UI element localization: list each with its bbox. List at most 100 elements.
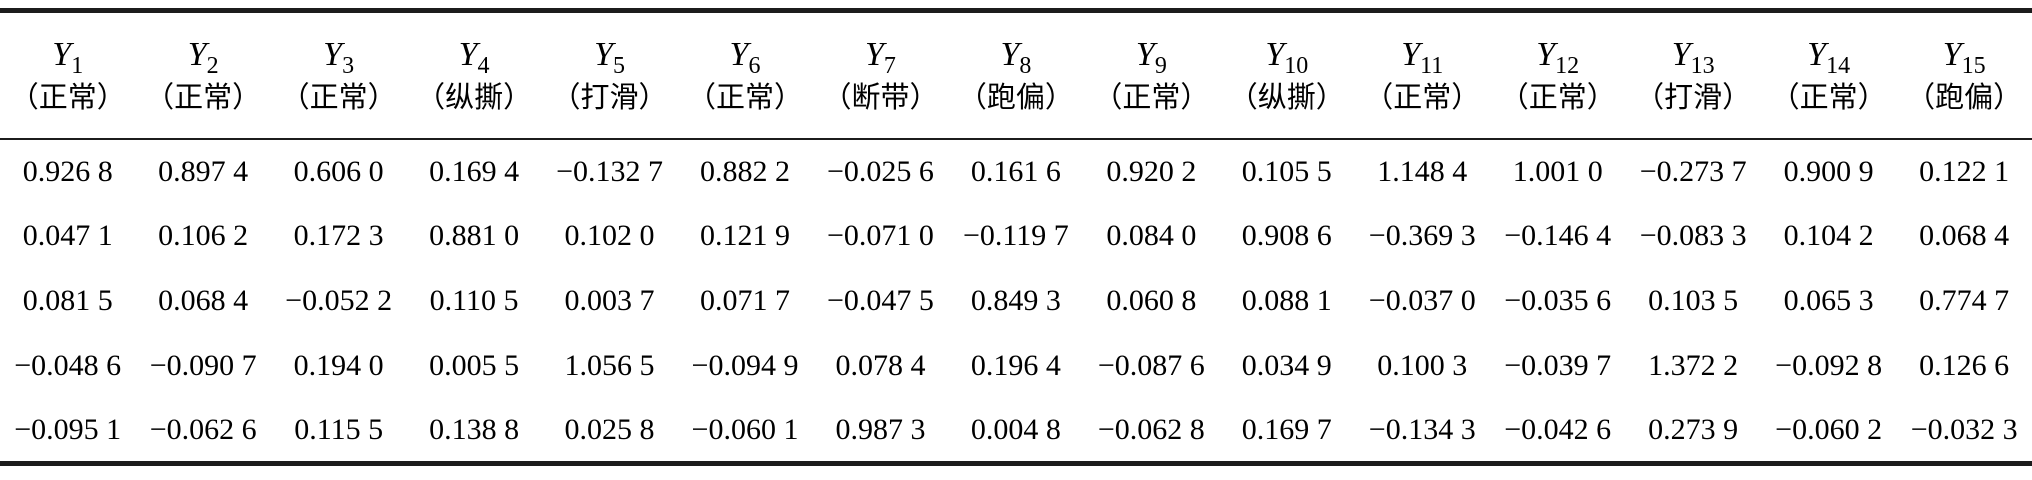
table-cell: −0.090 7 [149, 349, 257, 382]
table-cell: 0.169 7 [1241, 412, 1332, 446]
table-cell: −0.035 6 [1504, 284, 1612, 317]
variable-symbol: Y15 [1942, 35, 1986, 79]
table-cell: 0.078 4 [835, 349, 926, 382]
column-header-y12: Y12 （正常） [1490, 11, 1625, 139]
table-cell: −0.132 7 [556, 154, 663, 188]
column-header-y10: Y10 （纵撕） [1219, 11, 1354, 139]
table-cell: −0.025 6 [826, 154, 934, 188]
table-cell: −0.047 5 [826, 284, 934, 317]
results-table: Y1 （正常） Y2 （正常） Y3 （正常） Y4 （纵撕） Y5 （打滑） Y6 （正常） Y7 （断… [0, 8, 2032, 466]
table-row: 0.926 8 0.897 4 0.606 0 0.169 4 −0.132 7 0.88… [0, 139, 2032, 204]
variable-symbol: Y5 [594, 35, 625, 79]
table-cell: −0.146 4 [1504, 219, 1612, 252]
table-cell: 0.897 4 [158, 154, 249, 188]
table-cell: −0.092 8 [1775, 349, 1883, 382]
condition-label: （正常） [1770, 82, 1887, 114]
table-wrapper: Y1 （正常） Y2 （正常） Y3 （正常） Y4 （纵撕） Y5 （打滑） Y6 （正常） Y7 （断… [0, 8, 2032, 466]
condition-label: （跑偏） [957, 82, 1074, 114]
table-cell: 0.194 0 [293, 349, 384, 382]
table-cell: 0.065 3 [1783, 284, 1874, 317]
table-cell: −0.273 7 [1639, 154, 1747, 188]
table-cell: 0.882 2 [699, 154, 790, 188]
table-cell: −0.094 9 [691, 349, 799, 382]
table-cell: 0.115 5 [294, 412, 384, 446]
table-body: 0.926 8 0.897 4 0.606 0 0.169 4 −0.132 7 0.88… [0, 139, 2032, 464]
table-cell: 0.068 4 [1919, 219, 2010, 252]
table-cell: 1.372 2 [1648, 349, 1739, 382]
column-header-y8: Y8 （跑偏） [948, 11, 1083, 139]
table-cell: −0.119 7 [962, 219, 1069, 252]
condition-label: （正常） [1499, 82, 1616, 114]
table-cell: 0.908 6 [1241, 219, 1332, 252]
table-cell: 0.110 5 [429, 284, 519, 317]
table-cell: −0.134 3 [1368, 412, 1476, 446]
table-cell: −0.369 3 [1368, 219, 1476, 252]
table-cell: 0.106 2 [158, 219, 249, 252]
condition-label: （正常） [1364, 82, 1481, 114]
table-row: −0.095 1 −0.062 6 0.115 5 0.138 8 0.025 8 −0.… [0, 399, 2032, 464]
table-cell: 1.001 0 [1512, 154, 1603, 188]
column-header-y6: Y6 （正常） [677, 11, 812, 139]
table-cell: 0.606 0 [293, 154, 384, 188]
variable-symbol: Y4 [458, 35, 490, 79]
condition-label: （正常） [145, 82, 262, 114]
table-cell: −0.048 6 [14, 349, 122, 382]
table-cell: 0.047 1 [22, 219, 113, 252]
variable-symbol: Y12 [1536, 35, 1580, 79]
table-cell: 0.071 7 [699, 284, 790, 317]
table-cell: 0.034 9 [1241, 349, 1332, 382]
table-cell: 0.003 7 [564, 284, 655, 317]
table-cell: 0.105 5 [1241, 154, 1332, 188]
table-cell: −0.087 6 [1097, 349, 1205, 382]
table-cell: −0.060 2 [1775, 412, 1883, 446]
condition-label: （正常） [280, 82, 397, 114]
table-cell: −0.052 2 [285, 284, 393, 317]
table-cell: 0.060 8 [1106, 284, 1197, 317]
table-cell: 0.121 9 [699, 219, 790, 252]
table-header: Y1 （正常） Y2 （正常） Y3 （正常） Y4 （纵撕） Y5 （打滑） Y6 （正常） Y7 （断… [0, 11, 2032, 139]
table-cell: 0.273 9 [1648, 412, 1739, 446]
table-cell: −0.095 1 [14, 412, 122, 446]
table-cell: 0.081 5 [22, 284, 113, 317]
column-header-y15: Y15 （跑偏） [1896, 11, 2032, 139]
condition-label: （跑偏） [1906, 82, 2023, 114]
condition-label: （正常） [686, 82, 803, 114]
condition-label: （纵撕） [1228, 82, 1345, 114]
table-cell: −0.083 3 [1639, 219, 1747, 252]
condition-label: （正常） [1093, 82, 1210, 114]
table-cell: 1.148 4 [1377, 154, 1468, 188]
table-cell: −0.062 8 [1097, 412, 1205, 446]
table-cell: −0.032 3 [1910, 412, 2018, 446]
table-cell: −0.062 6 [149, 412, 257, 446]
variable-symbol: Y6 [729, 35, 761, 79]
table-cell: 0.084 0 [1106, 219, 1197, 252]
variable-symbol: Y7 [864, 35, 896, 79]
table-cell: −0.071 0 [826, 219, 934, 252]
table-row: −0.048 6 −0.090 7 0.194 0 0.005 5 1.056 5 −0.… [0, 334, 2032, 399]
column-header-y1: Y1 （正常） [0, 11, 135, 139]
variable-symbol: Y14 [1807, 35, 1851, 79]
table-cell: 0.920 2 [1106, 154, 1197, 188]
table-cell: 0.169 4 [429, 154, 520, 188]
variable-symbol: Y2 [187, 35, 219, 79]
column-header-y7: Y7 （断带） [813, 11, 948, 139]
table-cell: 0.926 8 [22, 154, 113, 188]
variable-symbol: Y10 [1265, 35, 1309, 79]
table-cell: 0.068 4 [158, 284, 249, 317]
condition-label: （正常） [9, 82, 126, 114]
variable-symbol: Y3 [323, 35, 355, 79]
table-cell: 0.881 0 [429, 219, 520, 252]
column-header-y2: Y2 （正常） [135, 11, 270, 139]
variable-symbol: Y13 [1671, 35, 1715, 79]
table-cell: −0.060 1 [691, 412, 799, 446]
table-cell: 0.025 8 [564, 412, 655, 446]
condition-label: （打滑） [1635, 82, 1752, 114]
table-cell: 0.088 1 [1241, 284, 1332, 317]
variable-symbol: Y9 [1135, 35, 1167, 79]
column-header-y13: Y13 （打滑） [1625, 11, 1760, 139]
table-cell: 0.774 7 [1919, 284, 2010, 317]
table-cell: 0.138 8 [429, 412, 520, 446]
column-header-y5: Y5 （打滑） [542, 11, 677, 139]
table-cell: 1.056 5 [564, 349, 655, 382]
variable-symbol: Y8 [1000, 35, 1032, 79]
